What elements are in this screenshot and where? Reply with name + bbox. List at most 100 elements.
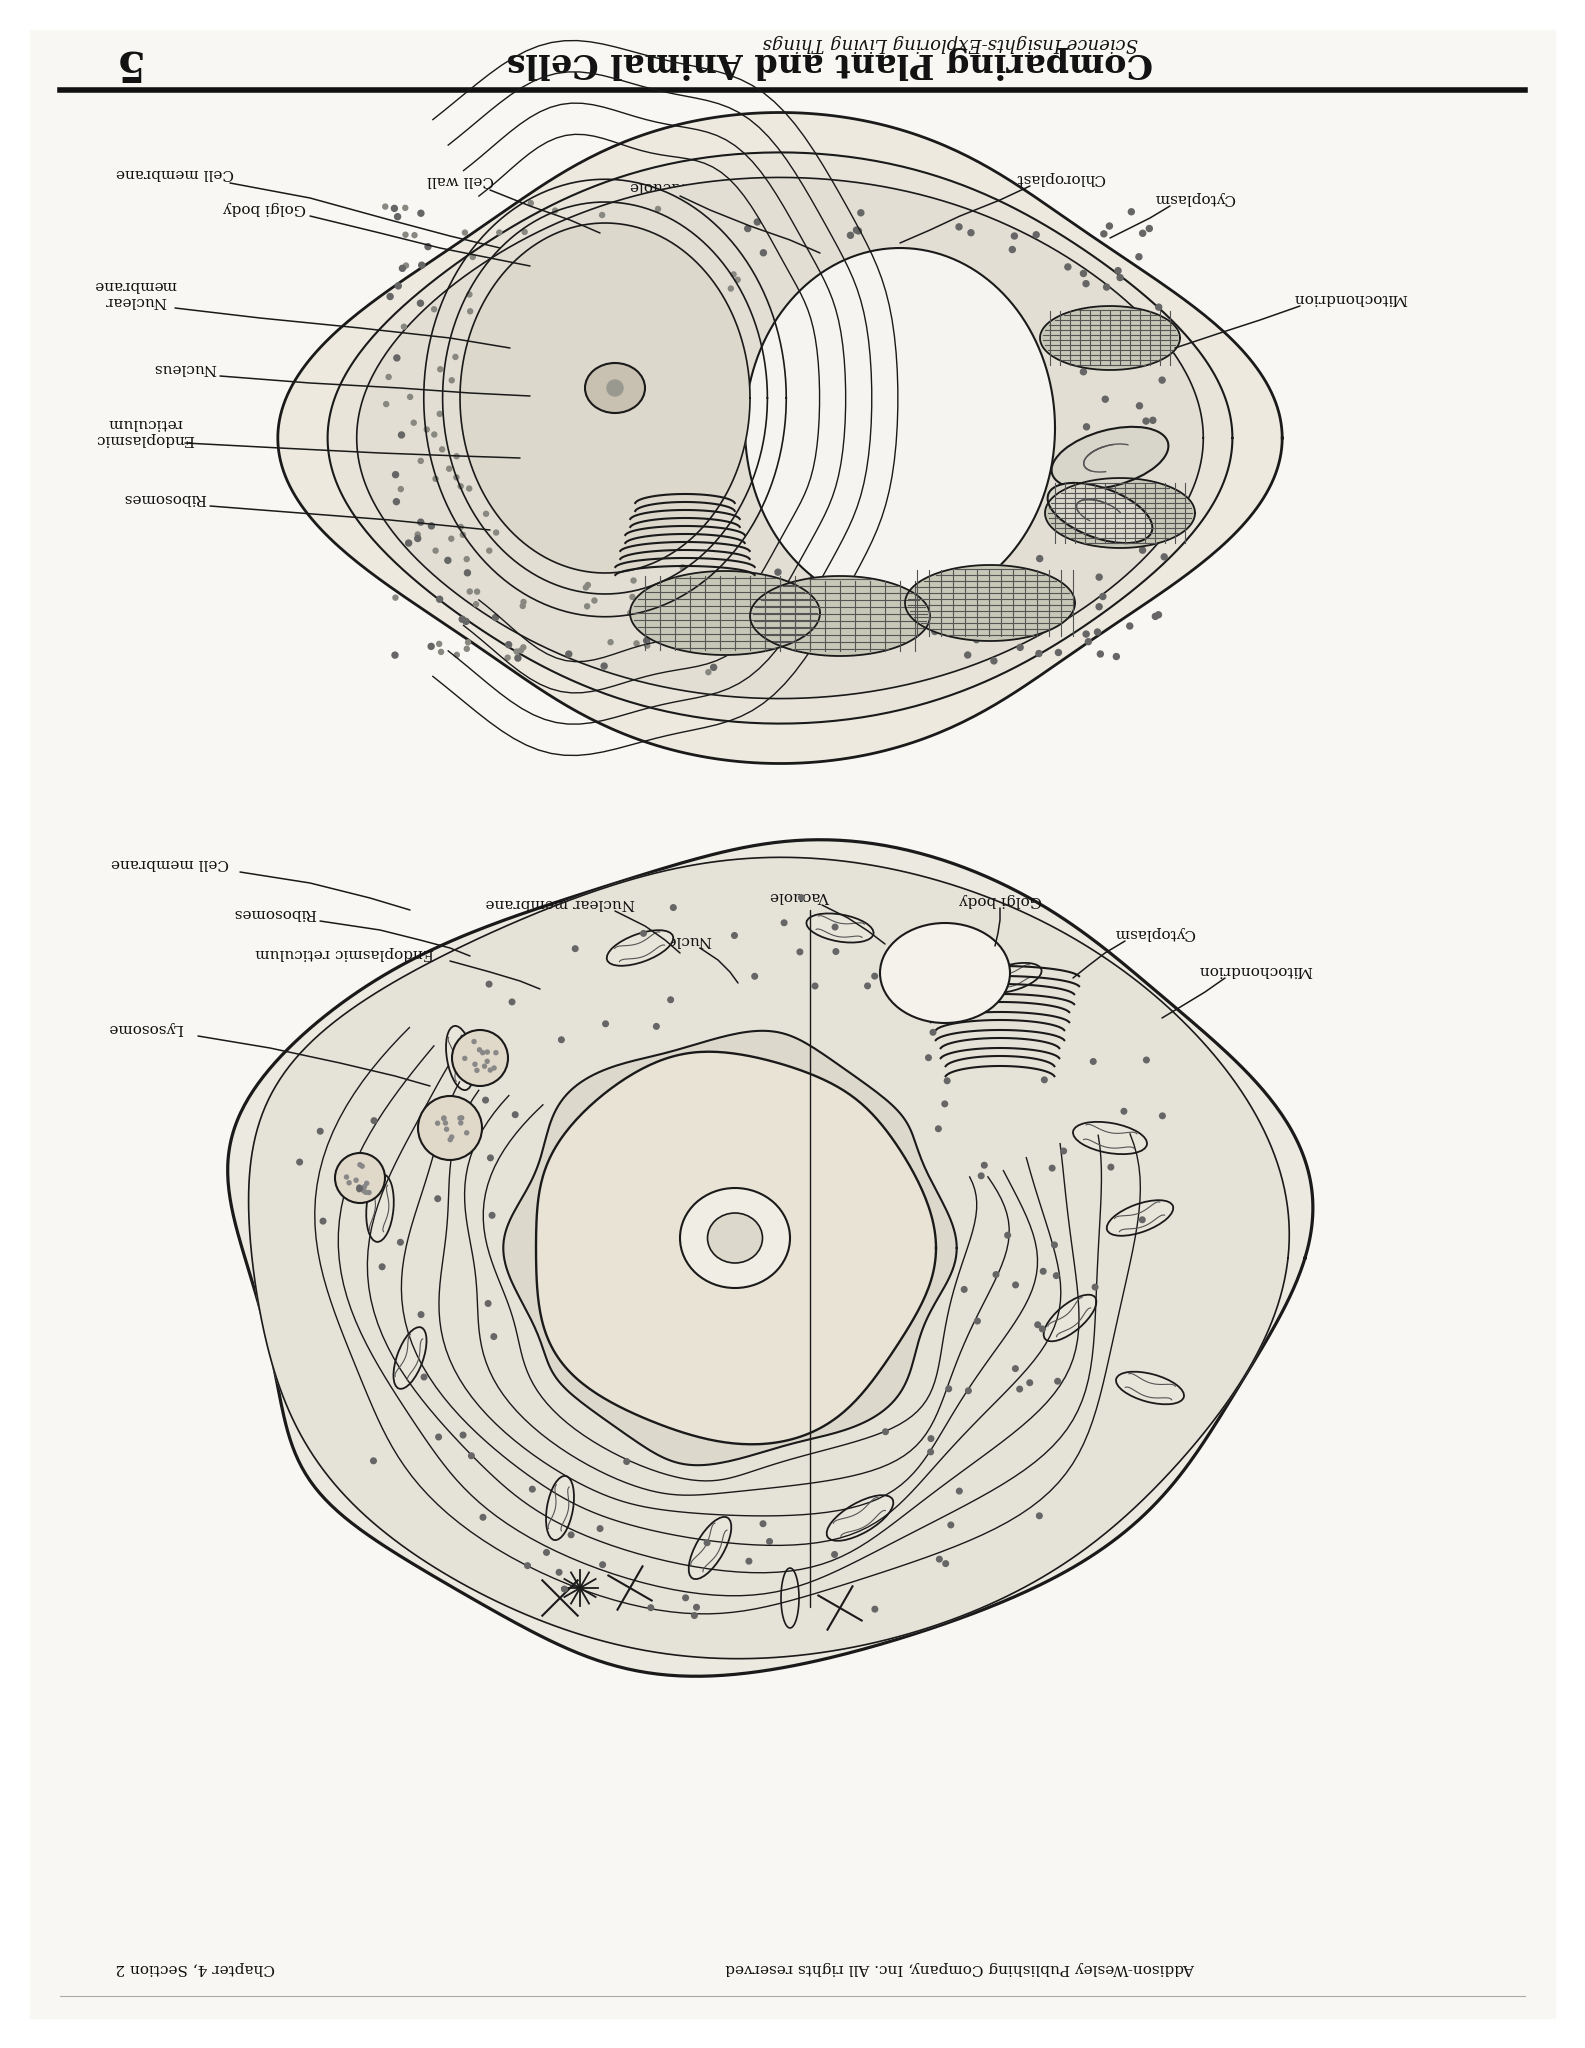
Circle shape (525, 1563, 531, 1569)
Text: Science Insights-Exploring Living Things: Science Insights-Exploring Living Things (762, 35, 1138, 51)
Ellipse shape (607, 930, 674, 967)
Circle shape (848, 231, 853, 238)
Circle shape (1027, 1380, 1032, 1386)
Circle shape (407, 395, 412, 399)
Ellipse shape (393, 1327, 426, 1389)
Circle shape (645, 643, 650, 647)
Circle shape (946, 1386, 951, 1391)
Circle shape (832, 924, 838, 930)
Circle shape (437, 641, 442, 647)
Circle shape (880, 633, 886, 639)
Circle shape (1086, 639, 1092, 645)
Circle shape (406, 541, 412, 547)
Circle shape (634, 641, 639, 645)
Ellipse shape (1106, 1200, 1173, 1235)
Circle shape (521, 645, 526, 649)
Circle shape (991, 657, 997, 664)
Circle shape (1132, 479, 1138, 485)
Polygon shape (750, 575, 930, 655)
Circle shape (466, 639, 471, 645)
Circle shape (439, 446, 445, 453)
Text: Lysosome: Lysosome (108, 1022, 182, 1034)
Circle shape (937, 1556, 941, 1563)
Circle shape (474, 590, 480, 594)
Circle shape (437, 412, 442, 416)
Polygon shape (745, 248, 1056, 608)
Circle shape (1037, 555, 1043, 561)
Circle shape (558, 1036, 564, 1042)
Circle shape (334, 1153, 385, 1202)
Circle shape (1040, 590, 1046, 596)
Text: Cytoplasm: Cytoplasm (1154, 190, 1236, 205)
Circle shape (412, 233, 417, 238)
Circle shape (1140, 547, 1146, 553)
Circle shape (710, 664, 716, 670)
Ellipse shape (545, 1477, 574, 1540)
Text: Nuclear membrane: Nuclear membrane (485, 897, 634, 909)
Circle shape (754, 219, 761, 225)
Circle shape (1071, 514, 1076, 520)
Text: Comparing Plant and Animal Cells: Comparing Plant and Animal Cells (507, 47, 1154, 80)
Circle shape (872, 1606, 878, 1612)
Circle shape (591, 598, 598, 602)
Circle shape (472, 1063, 477, 1067)
Circle shape (458, 524, 463, 530)
Circle shape (398, 1239, 403, 1245)
Circle shape (453, 475, 460, 479)
Circle shape (598, 1526, 602, 1532)
Circle shape (667, 635, 672, 639)
Circle shape (628, 610, 632, 614)
Circle shape (1040, 1327, 1045, 1331)
Circle shape (607, 381, 623, 395)
Circle shape (379, 1264, 385, 1270)
Circle shape (729, 287, 734, 291)
Circle shape (694, 616, 699, 621)
Circle shape (834, 948, 838, 954)
Ellipse shape (1043, 1294, 1097, 1341)
Text: Nuclear
membrane: Nuclear membrane (94, 279, 176, 307)
Circle shape (994, 1272, 999, 1278)
Circle shape (956, 223, 962, 229)
Circle shape (812, 983, 818, 989)
Circle shape (857, 209, 864, 215)
Circle shape (483, 512, 488, 516)
Ellipse shape (827, 1495, 894, 1540)
Circle shape (667, 997, 674, 1004)
Circle shape (521, 600, 526, 604)
Circle shape (1084, 424, 1089, 430)
Circle shape (670, 905, 677, 911)
Circle shape (468, 590, 472, 594)
Circle shape (431, 432, 437, 436)
Ellipse shape (689, 1518, 731, 1579)
Circle shape (496, 229, 502, 236)
Circle shape (1102, 395, 1108, 401)
Circle shape (1159, 377, 1165, 383)
Circle shape (437, 367, 442, 373)
Circle shape (883, 1430, 888, 1434)
Circle shape (463, 618, 469, 625)
Circle shape (464, 1130, 469, 1135)
Circle shape (521, 229, 528, 233)
Circle shape (1043, 604, 1049, 610)
Circle shape (935, 1126, 941, 1133)
Circle shape (653, 1024, 659, 1030)
Circle shape (436, 596, 442, 602)
Circle shape (601, 664, 607, 670)
Circle shape (425, 244, 431, 250)
Circle shape (422, 1374, 426, 1380)
Circle shape (1081, 369, 1086, 375)
Circle shape (1121, 1108, 1127, 1114)
Circle shape (648, 1606, 653, 1610)
Polygon shape (228, 840, 1312, 1675)
Circle shape (691, 1612, 697, 1618)
Circle shape (1083, 631, 1089, 637)
Circle shape (1057, 524, 1064, 530)
Circle shape (1056, 649, 1062, 655)
Circle shape (365, 1182, 369, 1186)
Circle shape (453, 354, 458, 360)
Circle shape (1117, 274, 1124, 281)
Circle shape (476, 1069, 479, 1073)
Circle shape (528, 201, 533, 205)
Circle shape (735, 276, 740, 283)
Circle shape (509, 999, 515, 1006)
